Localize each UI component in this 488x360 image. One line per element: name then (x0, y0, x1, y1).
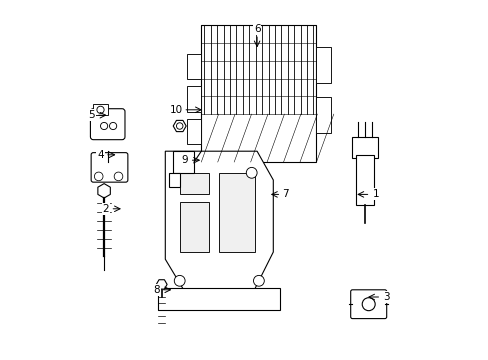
Polygon shape (173, 120, 186, 132)
Text: 9: 9 (182, 155, 188, 165)
Text: 4: 4 (97, 150, 103, 160)
Polygon shape (98, 184, 110, 198)
Text: 6: 6 (253, 24, 260, 34)
Circle shape (114, 172, 122, 181)
Bar (158, 288, 280, 310)
Bar (186, 119, 201, 144)
FancyBboxPatch shape (91, 153, 127, 182)
Text: 5: 5 (88, 110, 95, 120)
Circle shape (109, 122, 117, 130)
Circle shape (101, 122, 107, 130)
Text: 1: 1 (372, 189, 378, 199)
Bar (352, 137, 377, 158)
Bar (168, 173, 179, 187)
Bar (186, 86, 201, 112)
Text: 4: 4 (97, 150, 103, 160)
Circle shape (174, 160, 185, 171)
Circle shape (253, 275, 264, 286)
FancyBboxPatch shape (90, 109, 125, 140)
Text: 8: 8 (153, 285, 159, 295)
Circle shape (174, 275, 185, 286)
Text: 5: 5 (88, 110, 95, 120)
Bar (186, 54, 201, 79)
FancyBboxPatch shape (350, 290, 386, 319)
Text: 7: 7 (282, 189, 288, 199)
Text: 9: 9 (182, 155, 188, 165)
Bar (93, 104, 107, 115)
Circle shape (362, 298, 374, 311)
Circle shape (97, 106, 104, 113)
Bar (316, 97, 330, 133)
Circle shape (94, 172, 103, 181)
Bar (201, 25, 316, 162)
Text: 2: 2 (102, 204, 109, 214)
Bar (219, 173, 255, 252)
Text: 3: 3 (383, 292, 389, 302)
Text: 10: 10 (169, 105, 183, 115)
Text: 2: 2 (102, 204, 109, 214)
Bar (179, 173, 208, 194)
Text: 10: 10 (169, 105, 183, 115)
Text: 7: 7 (282, 189, 288, 199)
Polygon shape (156, 280, 167, 289)
Circle shape (176, 123, 183, 129)
Text: 6: 6 (253, 24, 260, 34)
Text: 3: 3 (383, 292, 389, 302)
Bar (355, 155, 373, 205)
Bar (179, 202, 208, 252)
Text: 1: 1 (372, 189, 378, 199)
Polygon shape (165, 151, 273, 295)
Bar (172, 151, 194, 173)
Text: 8: 8 (153, 285, 159, 295)
Circle shape (246, 167, 257, 178)
Bar (316, 47, 330, 83)
